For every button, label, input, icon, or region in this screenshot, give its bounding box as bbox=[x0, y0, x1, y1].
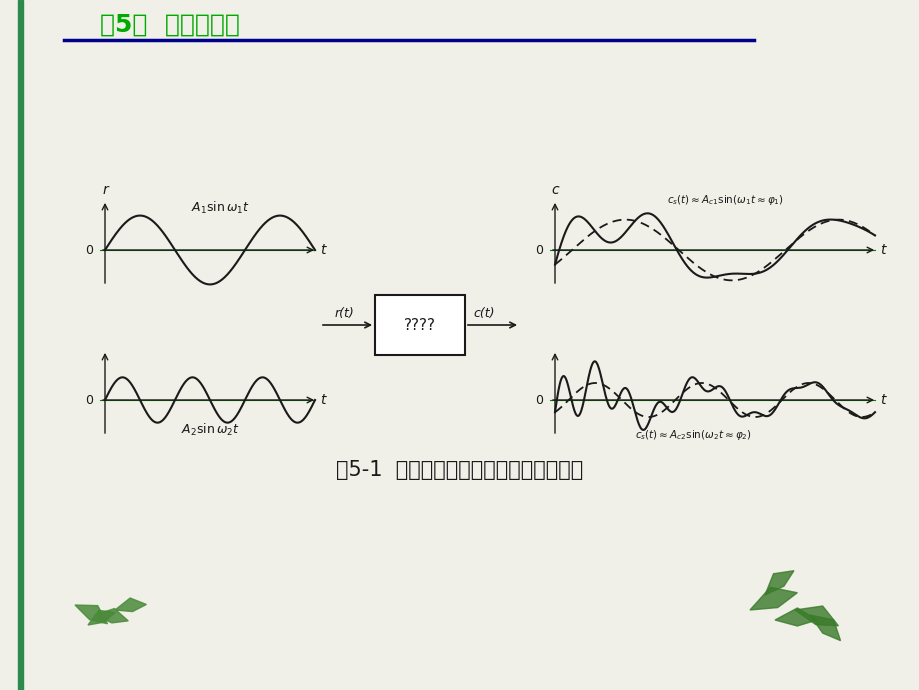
Text: $A_2\sin\omega_2 t$: $A_2\sin\omega_2 t$ bbox=[180, 422, 239, 438]
Text: r: r bbox=[102, 183, 108, 197]
Text: c(t): c(t) bbox=[472, 307, 494, 320]
Text: $A_1\sin\omega_1 t$: $A_1\sin\omega_1 t$ bbox=[191, 200, 250, 216]
Text: c: c bbox=[550, 183, 558, 197]
Text: $c_s(t){\approx}A_{c2}\sin(\omega_2 t{\approx}\varphi_2)$: $c_s(t){\approx}A_{c2}\sin(\omega_2 t{\a… bbox=[634, 428, 751, 442]
Text: t: t bbox=[320, 393, 325, 407]
Text: t: t bbox=[879, 243, 885, 257]
Polygon shape bbox=[115, 598, 146, 611]
Polygon shape bbox=[749, 587, 797, 610]
Text: r(t): r(t) bbox=[335, 307, 355, 320]
Polygon shape bbox=[765, 571, 793, 595]
Text: $c_s(t){\approx}A_{c1}\sin(\omega_1 t{\approx}\varphi_1)$: $c_s(t){\approx}A_{c1}\sin(\omega_1 t{\a… bbox=[666, 193, 783, 207]
Text: 第5章  频域分析法: 第5章 频域分析法 bbox=[100, 13, 240, 37]
Bar bbox=[18, 0, 23, 690]
Polygon shape bbox=[75, 605, 108, 624]
Bar bbox=[375, 295, 464, 355]
Polygon shape bbox=[774, 608, 816, 626]
Text: ????: ???? bbox=[403, 317, 436, 333]
Text: t: t bbox=[879, 393, 885, 407]
Polygon shape bbox=[809, 615, 840, 640]
Polygon shape bbox=[95, 609, 128, 623]
Text: 0: 0 bbox=[85, 244, 93, 257]
Polygon shape bbox=[88, 611, 115, 625]
Text: 0: 0 bbox=[85, 393, 93, 406]
Polygon shape bbox=[794, 606, 837, 626]
Text: t: t bbox=[320, 243, 325, 257]
Text: 图5-1  系统在正弦信号作用下的稳态响应: 图5-1 系统在正弦信号作用下的稳态响应 bbox=[336, 460, 583, 480]
Text: 0: 0 bbox=[535, 244, 542, 257]
Text: 0: 0 bbox=[535, 393, 542, 406]
